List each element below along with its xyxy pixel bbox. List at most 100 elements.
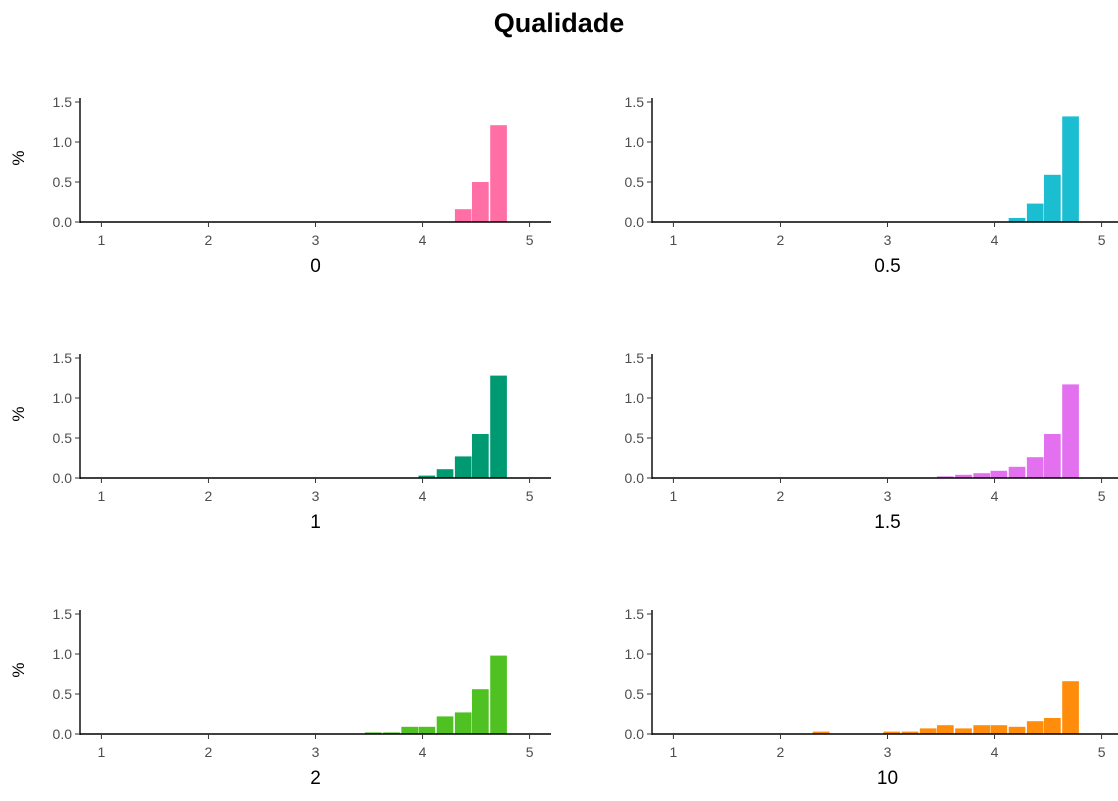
bar — [973, 473, 991, 478]
bar — [919, 728, 937, 734]
bar — [1044, 718, 1061, 734]
y-tick-label: 0.5 — [625, 430, 645, 446]
x-axis-label: 2 — [310, 768, 321, 789]
bar — [936, 725, 954, 734]
x-tick-label: 2 — [205, 488, 213, 504]
x-tick-label: 5 — [1098, 744, 1106, 760]
x-tick-label: 1 — [98, 744, 106, 760]
y-tick-label: 0.5 — [53, 430, 73, 446]
x-tick-label: 5 — [1098, 488, 1106, 504]
bar — [436, 469, 454, 478]
panel-4: 0.0 0.5 1.0 1.5 1 2 3 4 5 2% — [9, 606, 551, 789]
y-tick-label: 0.5 — [53, 686, 73, 702]
bar — [454, 712, 472, 734]
x-tick-label: 4 — [419, 232, 427, 248]
bar — [1008, 218, 1026, 222]
bar — [454, 209, 472, 222]
bar — [1008, 466, 1026, 478]
x-tick-label: 3 — [884, 488, 892, 504]
bar — [1026, 457, 1044, 478]
bar — [1026, 203, 1044, 222]
x-axis-label: 1 — [310, 512, 321, 533]
x-tick-label: 2 — [777, 232, 785, 248]
bar — [383, 732, 400, 734]
x-tick-label: 2 — [777, 744, 785, 760]
x-tick-label: 4 — [419, 488, 427, 504]
y-tick-label: 0.5 — [625, 686, 645, 702]
bar — [1062, 681, 1079, 734]
x-tick-label: 2 — [777, 488, 785, 504]
x-tick-label: 4 — [991, 744, 999, 760]
bar — [472, 434, 489, 478]
y-tick-label: 1.0 — [53, 134, 73, 150]
bar — [812, 731, 830, 734]
panel-0: 0.0 0.5 1.0 1.5 1 2 3 4 5 0% — [9, 94, 551, 277]
x-axis-label: 0.5 — [874, 256, 900, 277]
bar — [401, 726, 419, 734]
bar — [973, 725, 991, 734]
y-tick-label: 0.0 — [53, 726, 73, 742]
x-tick-label: 3 — [312, 488, 320, 504]
chart-title: Qualidade — [493, 8, 625, 38]
bar — [901, 731, 919, 734]
x-tick-label: 2 — [205, 232, 213, 248]
bar — [883, 731, 901, 734]
y-tick-label: 1.5 — [53, 94, 73, 110]
x-tick-label: 3 — [312, 744, 320, 760]
x-tick-label: 1 — [670, 232, 678, 248]
bar — [1062, 384, 1079, 478]
y-tick-label: 1.5 — [53, 606, 73, 622]
bar — [1062, 116, 1079, 222]
bar — [490, 375, 507, 478]
bar — [1026, 721, 1044, 734]
bar — [990, 725, 1008, 734]
x-tick-label: 3 — [884, 232, 892, 248]
bar — [472, 182, 489, 222]
bar — [436, 716, 454, 734]
y-tick-label: 1.0 — [625, 390, 645, 406]
y-tick-label: 1.5 — [625, 606, 645, 622]
x-tick-label: 5 — [526, 744, 534, 760]
y-axis-label: % — [9, 150, 28, 165]
y-tick-label: 1.5 — [53, 350, 73, 366]
panel-2: 0.0 0.5 1.0 1.5 1 2 3 4 5 1% — [9, 350, 551, 533]
y-axis-label: % — [9, 406, 28, 421]
bar — [1044, 434, 1061, 478]
bar — [936, 476, 954, 478]
y-tick-label: 0.0 — [625, 726, 645, 742]
bar — [990, 470, 1008, 478]
x-tick-label: 4 — [991, 488, 999, 504]
y-tick-label: 0.5 — [53, 174, 73, 190]
bar — [955, 728, 972, 734]
x-axis-label: 1.5 — [874, 512, 900, 533]
y-tick-label: 0.5 — [625, 174, 645, 190]
y-tick-label: 0.0 — [625, 214, 645, 230]
y-tick-label: 0.0 — [625, 470, 645, 486]
x-tick-label: 3 — [884, 744, 892, 760]
y-tick-label: 1.0 — [53, 390, 73, 406]
y-tick-label: 1.0 — [53, 646, 73, 662]
bar — [1008, 726, 1026, 734]
x-axis-label: 0 — [310, 256, 321, 277]
x-tick-label: 2 — [205, 744, 213, 760]
y-tick-label: 0.0 — [53, 214, 73, 230]
y-tick-label: 1.5 — [625, 94, 645, 110]
bar — [418, 475, 436, 478]
bar — [1044, 174, 1061, 222]
bar — [454, 456, 472, 478]
bar — [955, 474, 972, 478]
bar — [364, 732, 382, 734]
x-tick-label: 1 — [670, 488, 678, 504]
bar — [472, 689, 489, 734]
x-tick-label: 3 — [312, 232, 320, 248]
x-tick-label: 5 — [526, 232, 534, 248]
y-tick-label: 1.0 — [625, 134, 645, 150]
bar — [490, 125, 507, 222]
panel-3: 0.0 0.5 1.0 1.5 1 2 3 4 5 1.5 — [625, 350, 1118, 533]
y-axis-label: % — [9, 662, 28, 677]
bar — [418, 726, 436, 734]
panel-5: 0.0 0.5 1.0 1.5 1 2 3 4 5 10 — [625, 606, 1118, 789]
x-tick-label: 5 — [526, 488, 534, 504]
y-tick-label: 1.0 — [625, 646, 645, 662]
